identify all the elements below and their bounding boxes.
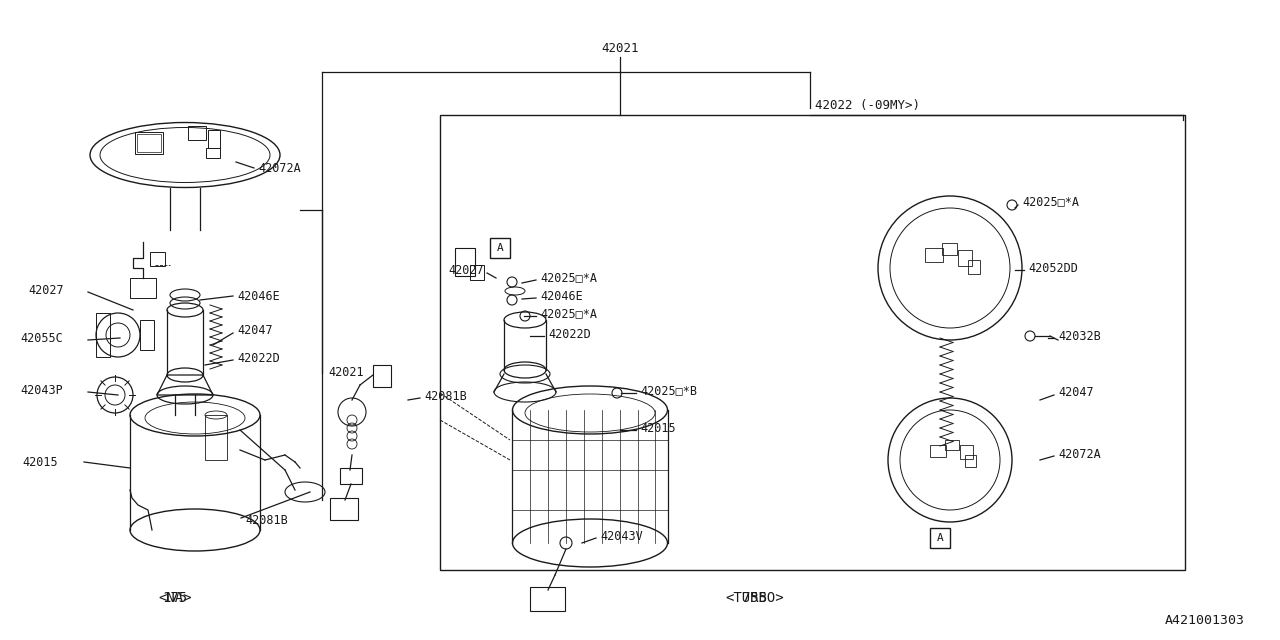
Bar	[188, 126, 206, 140]
Text: 42025□*A: 42025□*A	[540, 271, 596, 285]
Bar	[965, 455, 977, 467]
Text: 42021: 42021	[328, 367, 364, 380]
Text: A421001303: A421001303	[1165, 614, 1245, 627]
Text: 42015: 42015	[22, 456, 58, 468]
Bar	[931, 528, 950, 548]
Text: 42022D: 42022D	[237, 351, 280, 365]
Bar	[957, 250, 972, 266]
Bar	[440, 115, 1185, 570]
Bar	[140, 320, 154, 350]
Text: 42072A: 42072A	[259, 161, 301, 175]
Text: 755: 755	[742, 591, 768, 605]
Bar	[372, 365, 390, 387]
Text: 42032B: 42032B	[1059, 330, 1101, 342]
Text: 42022 (-09MY>): 42022 (-09MY>)	[815, 99, 920, 111]
Text: 42043V: 42043V	[600, 529, 643, 543]
Bar	[340, 468, 362, 484]
Bar	[207, 130, 220, 148]
Bar	[945, 440, 959, 450]
Bar	[134, 132, 163, 154]
Bar	[96, 313, 110, 357]
Text: 42052DD: 42052DD	[1028, 262, 1078, 275]
Bar	[490, 238, 509, 258]
Text: 42055C: 42055C	[20, 332, 63, 344]
Text: 42027: 42027	[448, 264, 484, 276]
Bar	[470, 265, 484, 280]
Text: 42046E: 42046E	[540, 289, 582, 303]
Bar	[960, 445, 973, 459]
Text: <TURBO>: <TURBO>	[726, 591, 785, 605]
Bar	[205, 415, 227, 460]
Text: A: A	[497, 243, 503, 253]
Text: 42021: 42021	[602, 42, 639, 54]
Text: 42081B: 42081B	[424, 390, 467, 403]
Bar	[330, 498, 358, 520]
Text: <NA>: <NA>	[159, 591, 192, 605]
Text: 42022D: 42022D	[548, 328, 591, 340]
Bar	[942, 243, 957, 255]
Text: 42047: 42047	[237, 323, 273, 337]
Bar	[968, 260, 980, 274]
Text: 42027: 42027	[28, 284, 64, 296]
Bar	[137, 134, 161, 152]
Bar	[131, 278, 156, 298]
Text: 42025□*A: 42025□*A	[540, 307, 596, 321]
Text: 42043P: 42043P	[20, 383, 63, 397]
Text: 42025□*B: 42025□*B	[640, 385, 698, 397]
Text: 42015: 42015	[640, 422, 676, 435]
Text: 42072A: 42072A	[1059, 447, 1101, 461]
Bar	[206, 148, 220, 158]
Bar	[454, 248, 475, 276]
Text: A: A	[937, 533, 943, 543]
Bar	[925, 248, 943, 262]
Bar	[530, 587, 564, 611]
Text: 42047: 42047	[1059, 387, 1093, 399]
Text: 42025□*A: 42025□*A	[1021, 195, 1079, 209]
Text: 42046E: 42046E	[237, 289, 280, 303]
Bar	[931, 445, 946, 457]
Text: 42081B: 42081B	[244, 513, 288, 527]
Text: 175: 175	[163, 591, 188, 605]
Bar	[150, 252, 165, 266]
